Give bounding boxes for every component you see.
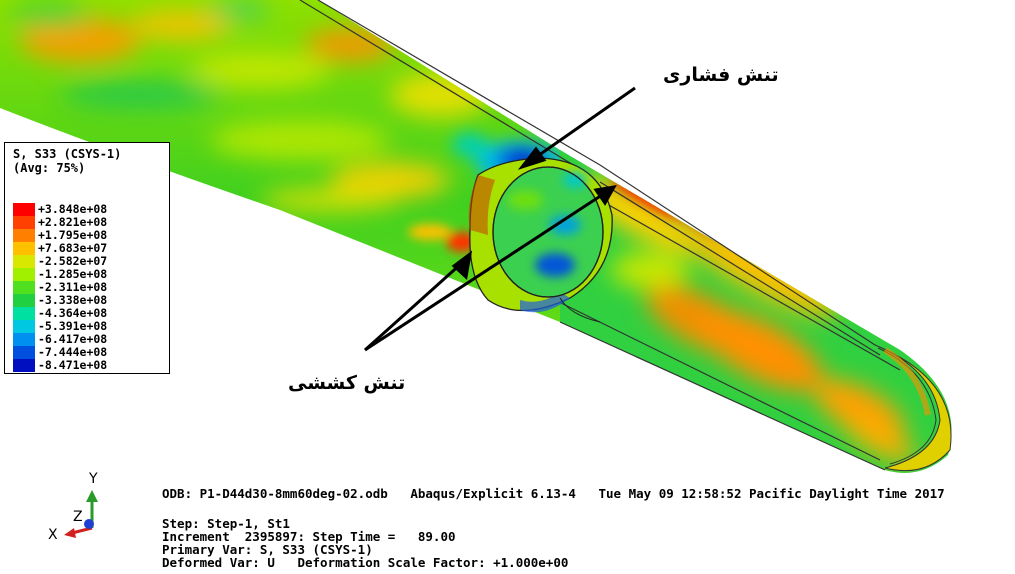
legend-value: +3.848e+08 xyxy=(38,202,108,216)
compressive-stress-label: تنش فشاری xyxy=(663,64,779,86)
deformed-var-line: Deformed Var: U Deformation Scale Factor… xyxy=(162,555,569,570)
contour-legend: S, S33 (CSYS-1) (Avg: 75%) +3.848e+08 +2.… xyxy=(4,142,170,374)
legend-swatch xyxy=(13,359,35,372)
legend-value: -1.285e+08 xyxy=(38,267,108,281)
legend-row: -7.444e+08 xyxy=(13,346,107,359)
annotation-arrows xyxy=(363,86,636,352)
legend-row: -2.311e+08 xyxy=(13,281,107,294)
legend-swatch xyxy=(13,307,35,320)
legend-row: +2.821e+08 xyxy=(13,216,107,229)
legend-value: +7.683e+07 xyxy=(38,241,108,255)
legend-value: +1.795e+08 xyxy=(38,228,108,242)
legend-swatch xyxy=(13,320,35,333)
compressive-arrowhead xyxy=(517,146,547,170)
legend-row: -6.417e+08 xyxy=(13,333,107,346)
axis-triad-icon xyxy=(64,490,98,538)
tensile-arrowhead-right xyxy=(593,185,617,206)
legend-row: +1.795e+08 xyxy=(13,229,107,242)
triad-z-label: Z xyxy=(73,509,83,525)
tensile-arrow-left xyxy=(363,260,465,352)
legend-row: -5.391e+08 xyxy=(13,320,107,333)
legend-subtitle: (Avg: 75%) xyxy=(13,161,86,175)
legend-value: -4.364e+08 xyxy=(38,306,108,320)
triad-x-label: X xyxy=(48,527,58,543)
legend-row: -4.364e+08 xyxy=(13,307,107,320)
legend-swatch xyxy=(13,229,35,242)
legend-row: -3.338e+08 xyxy=(13,294,107,307)
legend-row: -2.582e+07 xyxy=(13,255,107,268)
legend-row: -8.471e+08 xyxy=(13,359,107,372)
odb-info-line: ODB: P1-D44d30-8mm60deg-02.odb Abaqus/Ex… xyxy=(162,486,945,501)
legend-value: -3.338e+08 xyxy=(38,293,108,307)
triad-y-label: Y xyxy=(89,471,98,487)
legend-swatch xyxy=(13,255,35,268)
tensile-arrow-right xyxy=(364,191,606,352)
legend-row: +7.683e+07 xyxy=(13,242,107,255)
legend-value: -2.311e+08 xyxy=(38,280,108,294)
legend-value: -6.417e+08 xyxy=(38,332,108,346)
legend-row: +3.848e+08 xyxy=(13,203,107,216)
legend-swatch xyxy=(13,216,35,229)
legend-swatch xyxy=(13,203,35,216)
legend-swatch xyxy=(13,242,35,255)
legend-swatch xyxy=(13,281,35,294)
end-cap xyxy=(874,344,952,472)
sleeve-edges xyxy=(299,0,901,471)
compressive-arrow xyxy=(531,86,636,162)
legend-title: S, S33 (CSYS-1) xyxy=(13,147,122,161)
tensile-stress-label: تنش کششی xyxy=(288,372,406,394)
legend-value: -8.471e+08 xyxy=(38,358,108,372)
legend-value: -7.444e+08 xyxy=(38,345,108,359)
legend-row: -1.285e+08 xyxy=(13,268,107,281)
legend-swatch xyxy=(13,333,35,346)
legend-value: +2.821e+08 xyxy=(38,215,108,229)
primary-var-line: Primary Var: S, S33 (CSYS-1) xyxy=(162,542,373,557)
legend-swatch xyxy=(13,268,35,281)
legend-value: -5.391e+08 xyxy=(38,319,108,333)
legend-swatch xyxy=(13,294,35,307)
legend-swatch xyxy=(13,346,35,359)
increment-line: Increment 2395897: Step Time = 89.00 xyxy=(162,529,456,544)
tensile-arrowhead-left xyxy=(451,250,473,280)
step-line: Step: Step-1, St1 xyxy=(162,516,290,531)
legend-value: -2.582e+07 xyxy=(38,254,108,268)
